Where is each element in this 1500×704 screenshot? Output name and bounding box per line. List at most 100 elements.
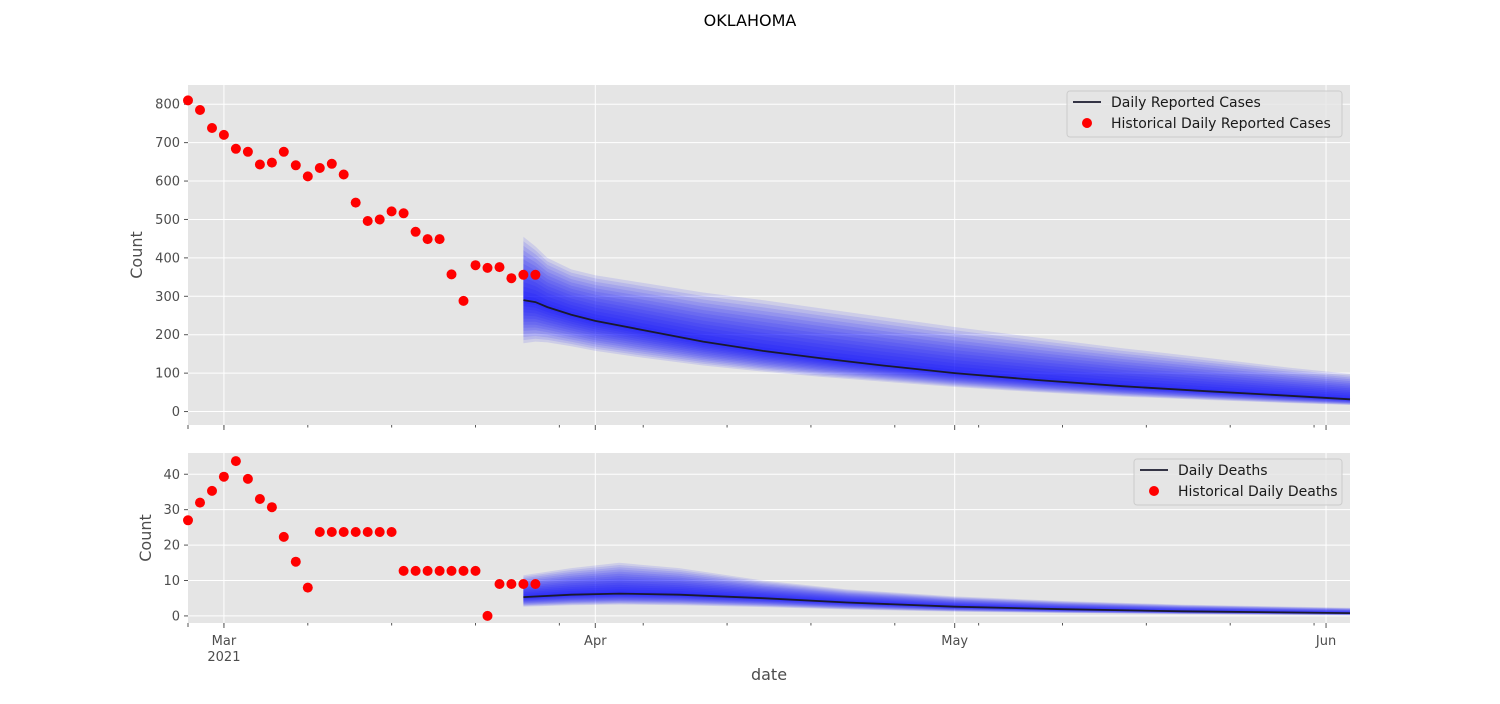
forecast-band: [523, 582, 1350, 614]
historical-point: [302, 171, 313, 182]
plot-area: [188, 85, 1350, 425]
forecast-line: [523, 592, 1351, 614]
historical-point: [434, 234, 445, 245]
forecast-band: [523, 273, 1350, 402]
historical-point: [242, 473, 253, 484]
historical-point: [338, 527, 349, 537]
historical-point: [183, 95, 193, 106]
historical-point: [434, 565, 445, 576]
historical-point: [290, 160, 301, 171]
forecast-band: [523, 576, 1350, 615]
figure-title: OKLAHOMA: [704, 11, 797, 30]
historical-point: [482, 262, 493, 273]
historical-point: [290, 556, 301, 567]
historical-point: [470, 260, 481, 271]
historical-point: [218, 129, 229, 140]
historical-point: [278, 146, 289, 157]
historical-point: [266, 157, 277, 168]
y-tick-label: 10: [163, 574, 180, 589]
y-tick-label: 20: [163, 539, 180, 554]
legend-box: [1066, 90, 1343, 138]
historical-point: [458, 565, 469, 576]
forecast-band: [523, 589, 1350, 614]
y-tick-label: 700: [155, 136, 180, 151]
forecast-band: [523, 254, 1350, 404]
forecast-band: [523, 571, 1350, 615]
historical-point: [254, 159, 265, 170]
x-tick-label: May: [941, 634, 968, 649]
forecast-band: [523, 580, 1350, 614]
legend-label: Historical Daily Reported Cases: [1111, 116, 1331, 132]
y-tick-label: 30: [163, 503, 180, 518]
x-tick-label: Apr: [584, 634, 607, 649]
historical-point: [506, 579, 517, 589]
legend-marker-swatch: [1149, 486, 1159, 496]
x-axis-label: date: [751, 665, 787, 684]
cases-panel: 0 100 200 300 400 500 600 700 800 Count Daily Repo…: [127, 85, 1351, 430]
historical-point: [482, 610, 493, 621]
forecast-band: [523, 562, 1350, 616]
forecast-band: [523, 236, 1350, 405]
historical-point: [254, 494, 265, 504]
historical-point: [386, 527, 397, 537]
historical-point: [314, 163, 325, 173]
y-tick-label: 400: [155, 251, 180, 266]
historical-point: [530, 579, 541, 589]
historical-point: [266, 502, 277, 513]
historical-point: [362, 527, 373, 537]
historical-point: [410, 226, 421, 237]
forecast-band: [523, 565, 1350, 616]
forecast-band: [523, 573, 1350, 615]
legend: Daily Reported Cases Historical Daily Rep…: [1066, 90, 1343, 138]
forecast-line: [523, 299, 1351, 401]
historical-point: [230, 456, 241, 467]
forecast-band: [523, 567, 1350, 615]
historical-point: [314, 527, 325, 537]
y-tick-label: 100: [155, 367, 180, 382]
historical-point: [374, 214, 385, 225]
y-tick-label: 0: [172, 405, 180, 420]
forecast-band: [523, 584, 1350, 614]
historical-point: [207, 123, 217, 133]
historical-point: [278, 531, 289, 542]
y-axis-label: Count: [127, 231, 146, 279]
historical-point: [218, 471, 229, 482]
historical-point: [494, 579, 505, 589]
legend: Daily Deaths Historical Daily Deaths: [1133, 458, 1343, 506]
historical-point: [207, 485, 217, 496]
historical-point: [195, 497, 205, 508]
historical-point: [422, 565, 433, 576]
y-tick-label: 300: [155, 290, 180, 305]
forecast-band: [523, 569, 1350, 615]
historical-point: [326, 158, 337, 169]
forecast-band: [523, 268, 1350, 403]
historical-point: [506, 273, 517, 284]
historical-point: [242, 146, 253, 157]
historical-point: [398, 565, 409, 576]
historical-point: [326, 527, 337, 537]
x-tick-label: Jun: [1315, 634, 1336, 649]
y-tick-label: 600: [155, 175, 180, 190]
historical-point: [386, 206, 397, 217]
historical-point: [518, 579, 529, 589]
historical-point: [302, 582, 313, 593]
historical-point: [350, 527, 361, 537]
historical-point: [362, 216, 373, 226]
historical-point: [530, 269, 541, 280]
legend-label: Daily Reported Cases: [1111, 95, 1261, 111]
historical-point: [183, 515, 193, 526]
historical-point: [518, 269, 529, 280]
historical-point: [374, 527, 385, 537]
legend-marker-swatch: [1082, 118, 1092, 128]
x-tick-sublabel: 2021: [207, 650, 240, 665]
y-tick-label: 500: [155, 213, 180, 228]
y-axis-label: Count: [136, 514, 155, 562]
legend-label: Historical Daily Deaths: [1178, 484, 1338, 500]
historical-point: [350, 197, 361, 208]
legend-box: [1133, 458, 1343, 506]
historical-point: [446, 269, 457, 280]
y-tick-label: 40: [163, 468, 180, 483]
forecast-band: [523, 282, 1350, 401]
